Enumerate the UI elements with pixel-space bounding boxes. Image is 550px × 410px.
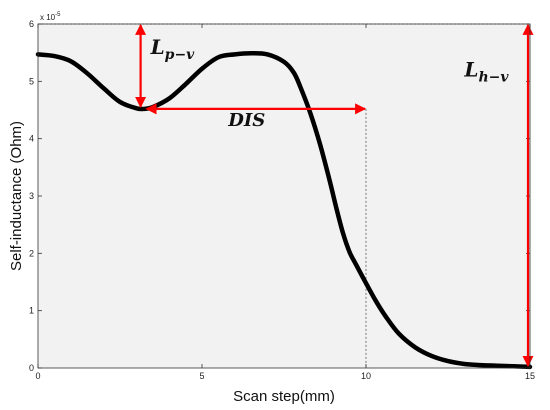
dis-label: DIS <box>227 110 265 131</box>
y-tick-label: 0 <box>29 363 34 373</box>
lpv-label-sub: p−v <box>165 47 196 63</box>
y-multiplier-label: x 10-5 <box>40 12 61 22</box>
plot-area <box>38 24 530 368</box>
x-tick-label: 0 <box>35 371 40 381</box>
lpv-label-main: L <box>150 35 165 59</box>
lpv-label: Lp−v <box>150 35 196 63</box>
x-axis-label: Scan step(mm) <box>233 388 335 405</box>
y-tick-label: 3 <box>29 191 34 201</box>
annotations: Lp−v DIS Lh−v <box>135 23 534 367</box>
y-axis-label: Self-inductance (Ohm) <box>8 121 25 271</box>
series-line <box>35 50 533 370</box>
x-tick-label: 10 <box>361 371 371 381</box>
plot-frame <box>37 23 531 369</box>
lhv-label: Lh−v <box>463 58 509 86</box>
y-tick-label: 6 <box>29 19 34 29</box>
y-tick-label: 5 <box>29 76 34 86</box>
x-tick-label: 5 <box>199 371 204 381</box>
x-tick-label: 15 <box>525 371 535 381</box>
y-tick-label: 2 <box>29 248 34 258</box>
lhv-label-main: L <box>463 58 478 82</box>
y-tick-label: 1 <box>29 306 34 316</box>
y-tick-label: 4 <box>29 134 34 144</box>
lhv-label-sub: h−v <box>478 70 509 86</box>
